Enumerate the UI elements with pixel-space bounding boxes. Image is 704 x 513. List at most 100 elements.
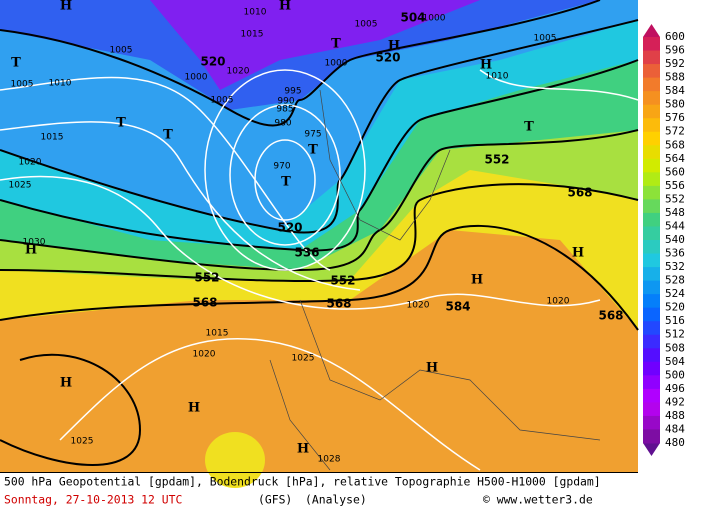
colorbar-swatch — [643, 37, 660, 52]
colorbar-label: 492 — [665, 395, 685, 408]
geopotential-label: 504 — [400, 11, 425, 25]
geopotential-label: 520 — [375, 51, 400, 65]
isobar-label: 970 — [273, 162, 290, 172]
colorbar-swatch — [643, 50, 660, 65]
colorbar-label: 580 — [665, 98, 685, 111]
isobar-label: 1020 — [227, 67, 250, 77]
geopotential-label: 552 — [194, 271, 219, 285]
isobar-label: 980 — [274, 119, 291, 129]
colorbar-swatch — [643, 294, 660, 309]
isobar-label: 990 — [277, 97, 294, 107]
coastlines — [269, 89, 601, 471]
colorbar-swatch — [643, 402, 660, 417]
colorbar-swatch — [643, 361, 660, 376]
model: (GFS) — [258, 493, 292, 507]
colorbar-label: 564 — [665, 152, 685, 165]
colorbar-swatch — [643, 77, 660, 92]
isobar-label: 1015 — [206, 329, 229, 339]
isobars — [0, 69, 639, 471]
colorbar-label: 508 — [665, 341, 685, 354]
isobar-label: 1015 — [41, 133, 64, 143]
isobar-label: 1000 — [185, 73, 208, 83]
colorbar-swatch — [643, 158, 660, 173]
isobar-label: 1005 — [534, 34, 557, 44]
colorbar-label: 504 — [665, 355, 685, 368]
colorbar-label: 496 — [665, 382, 685, 395]
isobar-label: 1020 — [19, 158, 42, 168]
pressure-center: H — [279, 0, 291, 14]
colorbar-label: 568 — [665, 138, 685, 151]
isobar-label: 1005 — [110, 46, 133, 56]
credit: © www.wetter3.de — [483, 493, 593, 507]
isobar-label: 985 — [276, 105, 293, 115]
isobar-label: 1005 — [211, 96, 234, 106]
geopotential-label: 584 — [445, 300, 470, 314]
colorbar-label: 572 — [665, 125, 685, 138]
isobar-label: 995 — [284, 87, 301, 97]
band-yellow-blob — [205, 432, 265, 488]
colorbar-label: 516 — [665, 314, 685, 327]
geopotential-label: 568 — [598, 309, 623, 323]
geopotential-label: 552 — [484, 153, 509, 167]
colorbar-swatch — [643, 104, 660, 119]
colorbar-swatch — [643, 307, 660, 322]
colorbar-label: 584 — [665, 84, 685, 97]
colorbar-label: 544 — [665, 219, 685, 232]
colorbar-label: 536 — [665, 247, 685, 260]
pressure-center: H — [480, 58, 492, 73]
pressure-center: T — [308, 143, 318, 158]
colorbar-arrow-bottom — [643, 443, 660, 456]
colorbar-label: 500 — [665, 368, 685, 381]
date: Sonntag, 27-10-2013 12 UTC — [4, 493, 182, 507]
colorbar-swatch — [643, 145, 660, 160]
isobar-label: 1025 — [292, 354, 315, 364]
colorbar-swatch — [643, 415, 660, 430]
pressure-center: T — [524, 120, 534, 135]
isobar-label: 975 — [304, 130, 321, 140]
isobar-label: 1030 — [23, 238, 46, 248]
isobar-label: 1020 — [193, 350, 216, 360]
colorbar-label: 556 — [665, 179, 685, 192]
isobar-label: 1010 — [244, 8, 267, 18]
colorbar-swatch — [643, 199, 660, 214]
colorbar-label: 600 — [665, 30, 685, 43]
colorbar-label: 588 — [665, 71, 685, 84]
pressure-center: H — [25, 243, 37, 258]
colorbar-label: 484 — [665, 422, 685, 435]
colorbar-swatch — [643, 348, 660, 363]
colorbar-swatch — [643, 334, 660, 349]
colorbar-swatch — [643, 253, 660, 268]
isobar-label: 1005 — [11, 80, 34, 90]
colorbar-label: 532 — [665, 260, 685, 273]
colorbar-label: 528 — [665, 274, 685, 287]
geopotential-label: 568 — [192, 296, 217, 310]
colorbar-label: 596 — [665, 44, 685, 57]
colorbar-arrow-top — [643, 24, 660, 37]
map-labels: 504 520 520 520 536 552 552 552 568 568 568 568 584 1… — [9, 0, 624, 465]
isobar-label: 1020 — [407, 301, 430, 311]
pressure-center: H — [188, 401, 200, 416]
pressure-center: T — [331, 37, 341, 52]
colorbar-label: 548 — [665, 206, 685, 219]
colorbar: 6005965925885845805765725685645605565525… — [643, 24, 685, 456]
colorbar-label: 512 — [665, 328, 685, 341]
colorbar-swatch — [643, 91, 660, 106]
isobar-label: 1020 — [547, 297, 570, 307]
isobar-label: 1028 — [318, 455, 341, 465]
colorbar-swatch — [643, 226, 660, 241]
pressure-center: H — [471, 273, 483, 288]
pressure-center: H — [60, 0, 72, 14]
pressure-center: T — [116, 116, 126, 131]
colorbar-swatch — [643, 64, 660, 79]
isobar-label: 1000 — [325, 59, 348, 69]
isobar-label: 1025 — [9, 181, 32, 191]
pressure-center: H — [426, 361, 438, 376]
colorbar-label: 520 — [665, 301, 685, 314]
colorbar-label: 552 — [665, 192, 685, 205]
colorbar-swatch — [643, 429, 660, 444]
colorbar-swatch — [643, 212, 660, 227]
map — [0, 0, 639, 488]
isobar-label: 1010 — [486, 72, 509, 82]
colorbar-swatch — [643, 321, 660, 336]
